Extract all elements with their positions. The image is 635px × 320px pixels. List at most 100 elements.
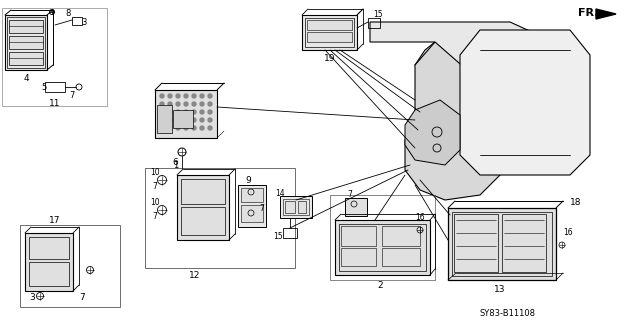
- Text: 8: 8: [65, 9, 70, 18]
- Circle shape: [184, 102, 188, 106]
- Text: 4: 4: [23, 74, 29, 83]
- Bar: [20, 225, 120, 307]
- Text: 10: 10: [150, 167, 160, 177]
- Circle shape: [168, 102, 172, 106]
- Bar: [241, 205, 263, 222]
- Text: 7: 7: [260, 204, 264, 212]
- Bar: [145, 168, 295, 268]
- Circle shape: [208, 110, 212, 114]
- Bar: [2, 8, 107, 106]
- Polygon shape: [460, 30, 590, 175]
- Text: 3: 3: [81, 18, 87, 27]
- Polygon shape: [405, 42, 505, 200]
- Text: 12: 12: [189, 270, 201, 279]
- Bar: [368, 18, 380, 28]
- Bar: [283, 228, 297, 238]
- Bar: [302, 15, 357, 50]
- Text: 16: 16: [415, 212, 425, 221]
- Text: 7: 7: [152, 212, 157, 220]
- Text: 18: 18: [570, 197, 582, 206]
- Bar: [7, 17, 45, 68]
- Text: 7: 7: [79, 293, 85, 302]
- Circle shape: [184, 126, 188, 130]
- Circle shape: [184, 110, 188, 114]
- Circle shape: [160, 118, 164, 122]
- Circle shape: [184, 118, 188, 122]
- Bar: [339, 224, 426, 271]
- Polygon shape: [596, 9, 616, 19]
- Circle shape: [176, 126, 180, 130]
- Text: 7: 7: [152, 181, 157, 190]
- Bar: [45, 82, 65, 92]
- Text: 15: 15: [273, 231, 283, 241]
- Circle shape: [192, 110, 196, 114]
- Bar: [341, 226, 376, 246]
- Bar: [9, 36, 43, 49]
- Text: 14: 14: [275, 188, 284, 197]
- Text: 11: 11: [50, 99, 61, 108]
- Bar: [9, 52, 43, 65]
- Bar: [173, 110, 193, 128]
- Bar: [280, 196, 312, 218]
- Bar: [285, 201, 295, 213]
- Bar: [241, 188, 263, 202]
- Circle shape: [192, 118, 196, 122]
- Bar: [283, 199, 309, 215]
- Text: 17: 17: [50, 215, 61, 225]
- Bar: [9, 20, 43, 33]
- Circle shape: [192, 102, 196, 106]
- Text: FR.: FR.: [578, 8, 599, 18]
- Text: 7: 7: [69, 91, 75, 100]
- Bar: [298, 201, 306, 213]
- Circle shape: [208, 102, 212, 106]
- Text: 10: 10: [150, 197, 160, 206]
- Circle shape: [168, 94, 172, 98]
- Bar: [335, 220, 430, 275]
- Circle shape: [176, 102, 180, 106]
- Circle shape: [184, 94, 188, 98]
- Bar: [155, 90, 217, 138]
- Circle shape: [208, 118, 212, 122]
- Circle shape: [200, 126, 204, 130]
- Circle shape: [208, 126, 212, 130]
- Bar: [341, 248, 376, 266]
- Circle shape: [200, 94, 204, 98]
- Bar: [382, 248, 420, 266]
- Text: 3: 3: [29, 293, 35, 302]
- Text: 5: 5: [41, 83, 46, 92]
- Bar: [157, 105, 172, 133]
- Circle shape: [200, 102, 204, 106]
- Bar: [345, 198, 367, 216]
- Circle shape: [176, 110, 180, 114]
- Circle shape: [208, 94, 212, 98]
- Circle shape: [176, 118, 180, 122]
- Bar: [502, 214, 546, 272]
- Circle shape: [168, 126, 172, 130]
- Bar: [330, 195, 435, 280]
- Circle shape: [176, 94, 180, 98]
- Circle shape: [168, 118, 172, 122]
- Text: 13: 13: [494, 285, 505, 294]
- Text: 6: 6: [172, 157, 178, 166]
- Bar: [5, 15, 47, 70]
- Circle shape: [192, 126, 196, 130]
- Bar: [307, 20, 352, 30]
- Text: 15: 15: [373, 10, 383, 19]
- Circle shape: [160, 102, 164, 106]
- Bar: [181, 179, 225, 204]
- Text: 2: 2: [377, 281, 383, 290]
- Text: 1: 1: [173, 161, 178, 170]
- Text: 9: 9: [245, 175, 251, 185]
- Bar: [452, 212, 552, 276]
- Text: 19: 19: [324, 53, 336, 62]
- Bar: [305, 18, 354, 47]
- Bar: [29, 237, 69, 259]
- Bar: [382, 226, 420, 246]
- Bar: [238, 185, 266, 227]
- Circle shape: [200, 118, 204, 122]
- Bar: [177, 175, 229, 240]
- Bar: [181, 207, 225, 235]
- Circle shape: [160, 110, 164, 114]
- Circle shape: [192, 94, 196, 98]
- Bar: [72, 17, 82, 25]
